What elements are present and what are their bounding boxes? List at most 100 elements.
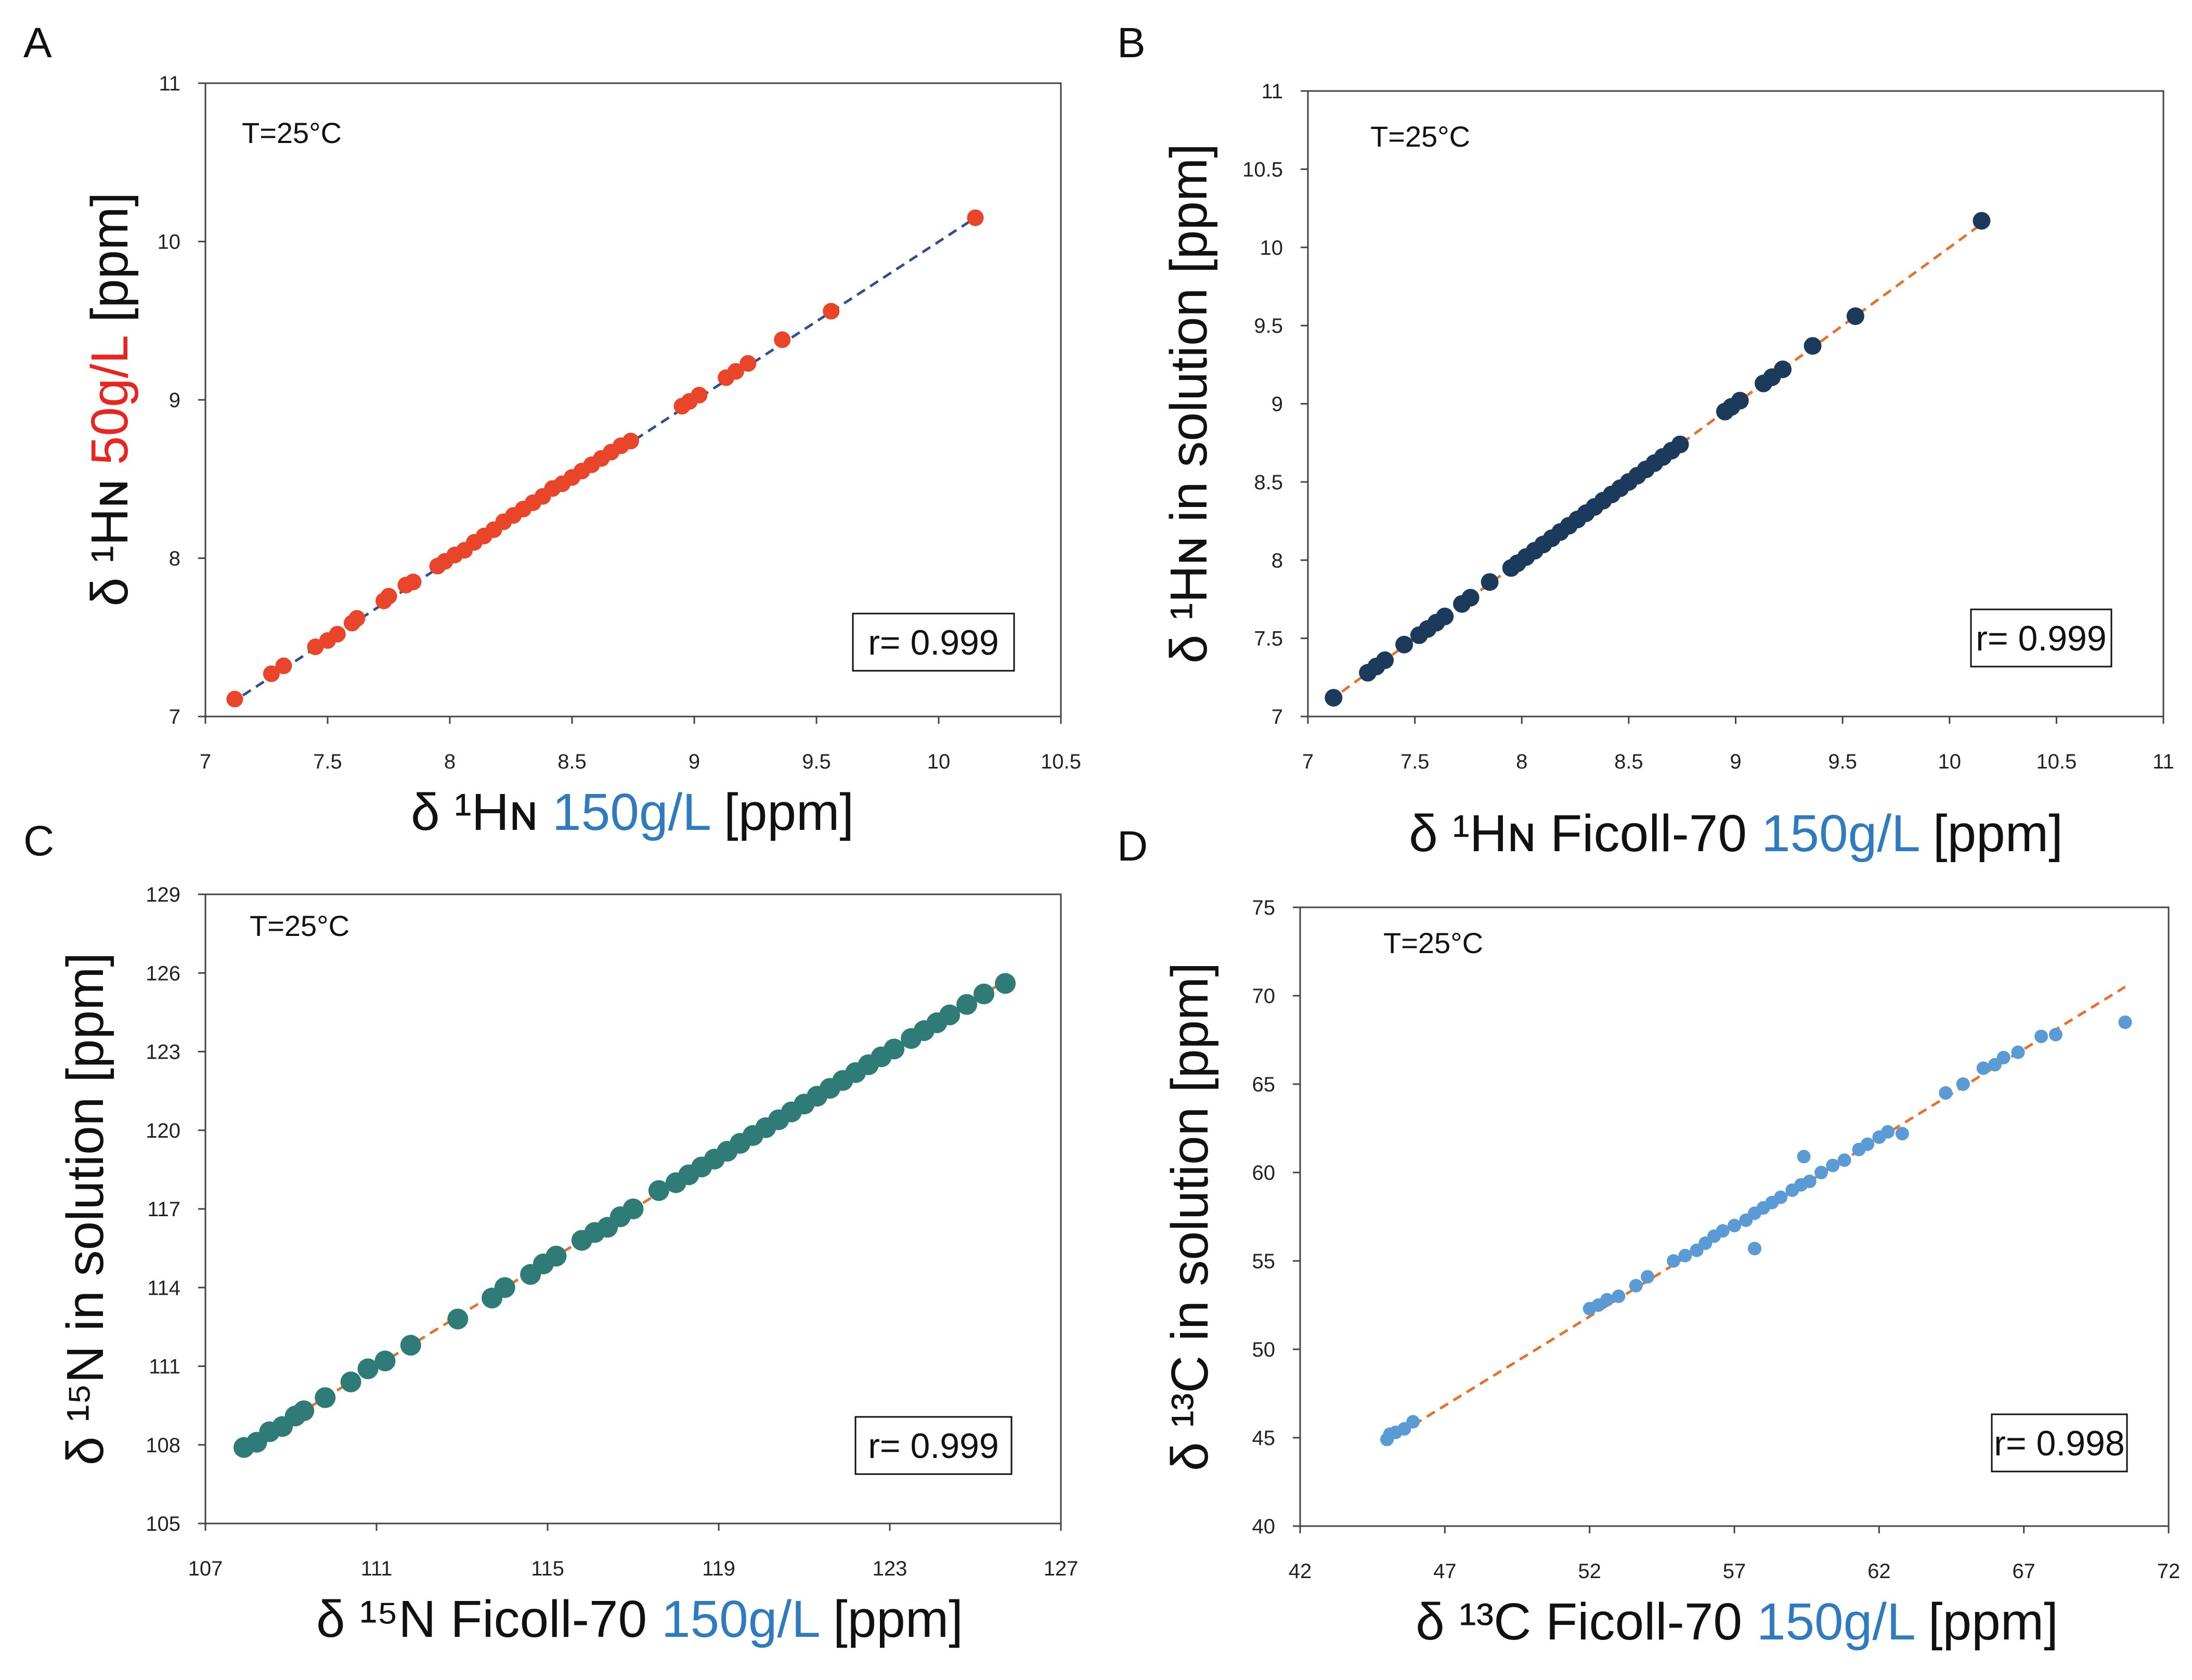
y-tick-label: 40 xyxy=(1252,1515,1276,1538)
data-point xyxy=(939,1004,961,1025)
y-tick-label: 9 xyxy=(1272,393,1283,416)
data-point xyxy=(1678,1248,1692,1262)
temperature-annotation: T=25°C xyxy=(250,909,349,942)
data-point xyxy=(315,1387,336,1408)
data-point xyxy=(1804,337,1822,355)
y-axis-title: δ ¹Hɴ 50g/L [ppm] xyxy=(81,192,139,606)
panel-letter: A xyxy=(23,19,52,67)
y-tick-label: 10.5 xyxy=(1242,158,1283,181)
data-point xyxy=(1600,1293,1614,1307)
x-tick-label: 52 xyxy=(1578,1560,1601,1583)
data-point xyxy=(823,303,840,320)
data-point xyxy=(1996,1051,2011,1064)
y-tick-label: 70 xyxy=(1252,985,1276,1008)
data-point xyxy=(1481,573,1499,591)
data-point xyxy=(1939,1086,1953,1100)
data-point xyxy=(622,1199,644,1219)
y-tick-label: 11 xyxy=(159,72,180,95)
y-tick-label: 65 xyxy=(1252,1073,1276,1096)
x-tick-label: 8 xyxy=(444,750,456,773)
x-tick-label: 42 xyxy=(1289,1560,1312,1583)
data-point xyxy=(1671,435,1689,453)
correlation-label: r= 0.999 xyxy=(868,623,998,662)
data-point xyxy=(622,433,639,450)
x-tick-label: 62 xyxy=(1867,1560,1891,1583)
x-axis-title: δ ¹Hɴ Ficoll-70 150g/L [ppm] xyxy=(1409,804,2063,863)
x-tick-label: 10.5 xyxy=(1041,750,1081,773)
data-point xyxy=(293,1400,315,1422)
data-point xyxy=(275,657,292,674)
x-tick-label: 115 xyxy=(531,1557,564,1580)
y-tick-label: 9.5 xyxy=(1254,315,1283,337)
y-axis-title: δ ¹⁵N in solution [ppm] xyxy=(56,953,114,1465)
x-tick-label: 7 xyxy=(1302,750,1314,773)
x-axis-title-colored: 150g/L xyxy=(552,783,710,841)
y-tick-label: 45 xyxy=(1252,1427,1276,1450)
data-point xyxy=(1956,1077,1970,1091)
x-tick-label: 8 xyxy=(1516,750,1527,773)
data-point xyxy=(1802,1175,1817,1188)
x-axis-title-part2: [ppm] xyxy=(819,1590,963,1648)
data-point xyxy=(967,209,984,226)
data-point xyxy=(1814,1166,1828,1179)
x-tick-label: 8.5 xyxy=(1614,750,1643,773)
y-tick-label: 9 xyxy=(169,389,180,412)
y-axis-title-part1: δ ¹Hɴ in solution [ppm] xyxy=(1160,144,1218,663)
y-tick-label: 111 xyxy=(149,1356,180,1378)
data-point xyxy=(1667,1254,1681,1268)
x-tick-label: 9.5 xyxy=(1828,750,1857,773)
y-tick-label: 11 xyxy=(1261,80,1283,103)
panel-b: 7 7.5 8 8.5 9 9.5 10 10.5 11 7 7.5 8 8.5 9 9.5 10 10.5 11… xyxy=(1117,19,2174,863)
data-point xyxy=(1461,589,1480,607)
data-point xyxy=(1728,1219,1741,1232)
x-tick-label: 11 xyxy=(2152,750,2174,773)
data-point xyxy=(1395,635,1413,654)
data-point xyxy=(494,1277,515,1298)
x-axis-title-colored: 150g/L xyxy=(662,1590,819,1648)
x-axis-title: δ ¹⁵N Ficoll-70 150g/L [ppm] xyxy=(316,1590,963,1648)
x-axis-title-part1: δ ¹³C Ficoll-70 xyxy=(1416,1593,1757,1651)
x-tick-label: 107 xyxy=(188,1557,223,1580)
y-axis-title: δ ¹Hɴ in solution [ppm] xyxy=(1160,144,1218,663)
data-point xyxy=(1747,1242,1761,1256)
data-point xyxy=(2034,1030,2048,1044)
correlation-label: r= 0.999 xyxy=(1976,619,2106,658)
data-point xyxy=(380,588,397,605)
fit-line-b xyxy=(1328,223,1982,702)
y-axis-title-part2: [ppm] xyxy=(81,192,139,337)
data-point xyxy=(1406,1415,1420,1429)
temperature-annotation: T=25°C xyxy=(1383,927,1483,959)
x-tick-label: 47 xyxy=(1433,1560,1457,1583)
panel-letter: D xyxy=(1117,823,1148,870)
data-point xyxy=(400,1335,421,1356)
x-axis-title-part1: δ ¹Hɴ Ficoll-70 xyxy=(1409,804,1761,863)
data-point xyxy=(1895,1127,1909,1141)
data-point xyxy=(340,1371,361,1392)
data-point xyxy=(1797,1150,1811,1164)
correlation-box xyxy=(852,613,1015,672)
y-tick-label: 8 xyxy=(1272,549,1283,572)
panel-letter: B xyxy=(1117,19,1146,67)
panel-d: 42 47 52 57 62 67 72 40 45 50 55 60 65 70 75 T=25°C r= 0… xyxy=(1117,823,2180,1651)
data-point xyxy=(648,1180,669,1201)
x-tick-label: 111 xyxy=(361,1557,393,1580)
data-point xyxy=(727,363,744,380)
data-point xyxy=(995,973,1016,994)
y-tick-label: 10 xyxy=(1260,237,1283,259)
data-point xyxy=(956,994,978,1015)
temperature-annotation: T=25°C xyxy=(1370,120,1470,153)
data-point xyxy=(1612,1290,1626,1303)
y-axis-title-part1: δ ¹⁵N in solution [ppm] xyxy=(56,953,114,1465)
x-axis-title-part1: δ ¹⁵N Ficoll-70 xyxy=(316,1590,662,1648)
correlation-label: r= 0.999 xyxy=(868,1426,998,1466)
x-tick-label: 9 xyxy=(1730,750,1741,773)
x-tick-label: 10 xyxy=(927,750,951,773)
y-tick-label: 10 xyxy=(158,231,181,254)
panel-a: 7 7.5 8 8.5 9 9.5 10 10.5 7 8 9 10 11 T=25°C r= 0.999 A… xyxy=(23,19,1081,841)
data-point xyxy=(1731,392,1749,410)
data-point xyxy=(1826,1158,1840,1173)
x-axis-title-part2: [ppm] xyxy=(1914,1593,2058,1651)
x-tick-label: 72 xyxy=(2157,1560,2181,1583)
y-tick-label: 108 xyxy=(146,1434,180,1457)
